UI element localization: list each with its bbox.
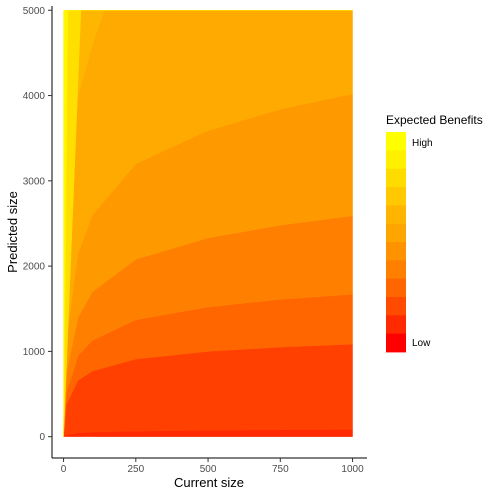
legend-key-9 — [386, 187, 406, 206]
y-tick-label: 0 — [39, 432, 45, 443]
x-tick-label: 0 — [61, 464, 67, 475]
legend-key-5 — [386, 260, 406, 280]
y-ticks: 0 1000 2000 3000 4000 5000 — [23, 6, 52, 443]
y-tick-label: 1000 — [23, 347, 46, 358]
legend-key-12 — [386, 132, 406, 151]
y-tick-label: 4000 — [23, 91, 46, 102]
legend-key-4 — [386, 278, 406, 298]
legend-key-7 — [386, 223, 406, 243]
legend-key-8 — [386, 205, 406, 225]
x-tick-label: 250 — [127, 464, 144, 475]
legend-key-11 — [386, 150, 406, 170]
legend-key-10 — [386, 168, 406, 188]
y-axis-title: Predicted size — [5, 191, 20, 273]
y-tick-label: 3000 — [23, 176, 46, 187]
legend-label-low: Low — [412, 338, 431, 349]
legend-title: Expected Benefits — [386, 113, 483, 127]
plot-area — [62, 10, 353, 438]
x-tick-label: 500 — [200, 464, 217, 475]
legend-key-2 — [386, 315, 406, 335]
legend-key-1 — [386, 333, 406, 353]
x-ticks: 0 250 500 750 1000 — [61, 458, 364, 475]
contour-band-10 — [63, 10, 353, 437]
legend-keys — [386, 132, 406, 353]
y-tick-label: 5000 — [23, 6, 46, 17]
legend-key-6 — [386, 242, 406, 261]
legend: Expected Benefits High Low — [386, 113, 483, 353]
legend-label-high: High — [412, 138, 433, 149]
x-tick-label: 1000 — [341, 464, 364, 475]
x-tick-label: 750 — [272, 464, 289, 475]
axes — [51, 6, 367, 459]
y-tick-label: 2000 — [23, 262, 46, 273]
x-axis-title: Current size — [174, 475, 244, 490]
legend-key-3 — [386, 297, 406, 316]
